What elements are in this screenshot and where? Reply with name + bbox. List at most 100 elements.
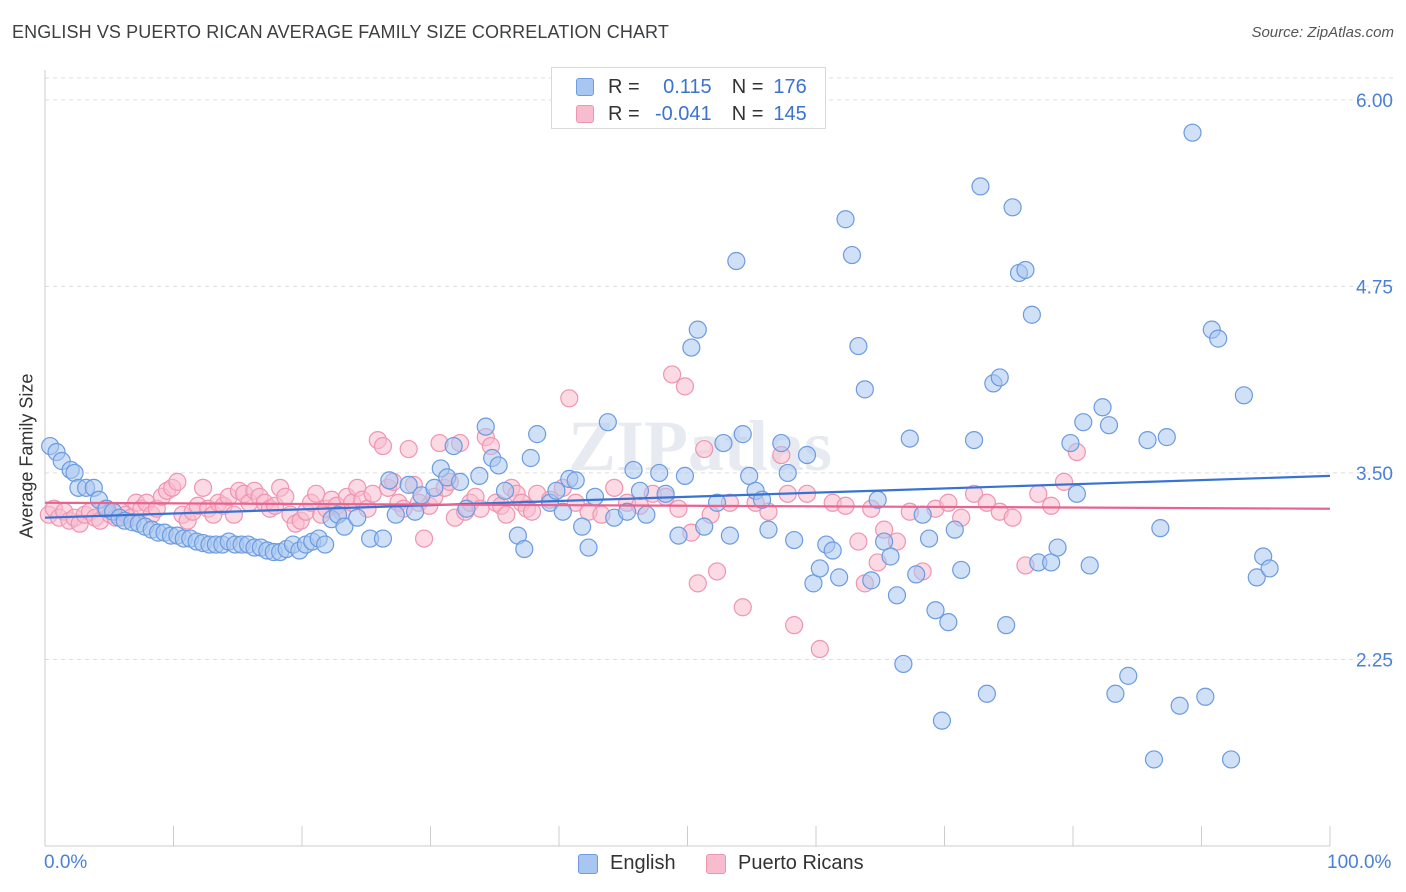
puerto-point	[785, 616, 804, 635]
puerto-point	[964, 484, 984, 503]
english-point	[637, 505, 656, 524]
r-label: R =	[608, 75, 640, 98]
english-point	[618, 502, 637, 521]
english-point	[1209, 329, 1228, 348]
english-point	[547, 481, 566, 500]
puerto-point	[1029, 484, 1048, 503]
puerto-point	[1054, 472, 1074, 491]
english-point	[405, 502, 425, 521]
puerto-trend-line	[44, 501, 1331, 510]
puerto-point	[307, 484, 326, 503]
n-label: N =	[731, 102, 764, 125]
puerto-point	[707, 562, 727, 581]
english-point	[1221, 750, 1241, 769]
english-point	[964, 430, 984, 450]
y-tick-label: 4.75	[1356, 277, 1393, 298]
puerto-swatch	[576, 105, 594, 123]
y-tick-label: 6.00	[1356, 91, 1393, 112]
english-point	[489, 456, 508, 475]
puerto-point	[193, 478, 213, 497]
english-point	[1106, 684, 1125, 703]
legend-english: English	[578, 852, 676, 875]
puerto-point	[497, 505, 516, 524]
english-point	[887, 586, 907, 605]
english-trend-line	[44, 474, 1331, 519]
puerto-point	[605, 478, 624, 497]
english-point	[772, 433, 791, 453]
puerto-point	[414, 529, 434, 548]
english-point	[1234, 386, 1254, 405]
puerto-n-value: 145	[773, 102, 807, 125]
english-point	[997, 616, 1016, 635]
english-point	[1067, 484, 1086, 503]
puerto-r-value: -0.041	[654, 102, 712, 125]
english-point	[598, 413, 617, 432]
english-point	[579, 538, 598, 557]
english-point	[849, 336, 868, 356]
puerto-point	[810, 639, 829, 659]
english-point	[1080, 556, 1099, 575]
english-point	[932, 711, 952, 730]
english-point	[977, 684, 997, 703]
english-point	[939, 613, 958, 632]
english-point	[1144, 750, 1164, 769]
source-label: Source: ZipAtlas.com	[1251, 24, 1394, 41]
puerto-point	[733, 598, 752, 617]
english-point	[881, 547, 900, 566]
english-point	[688, 320, 707, 339]
puerto-swatch	[706, 853, 726, 874]
english-point	[1074, 413, 1093, 432]
english-point	[1260, 559, 1279, 578]
english-point	[348, 508, 367, 527]
english-point	[797, 445, 817, 465]
x-tick-max: 100.0%	[1327, 852, 1392, 873]
english-point	[386, 505, 405, 524]
english-point	[785, 530, 804, 550]
english-point	[682, 338, 701, 357]
r-label: R =	[608, 102, 640, 125]
puerto-point	[1003, 508, 1022, 527]
english-point	[650, 463, 669, 483]
english-point	[894, 654, 913, 674]
english-point	[900, 429, 919, 448]
english-point	[907, 565, 926, 584]
y-axis-label: Average Family Size	[16, 373, 37, 539]
english-point	[495, 481, 515, 500]
english-point	[521, 448, 540, 468]
english-point	[1093, 398, 1112, 417]
puerto-legend-label: Puerto Ricans	[738, 852, 864, 874]
english-point	[656, 484, 675, 503]
english-point	[573, 517, 592, 536]
puerto-point	[522, 502, 542, 521]
english-point	[1016, 260, 1035, 280]
legend-puerto: Puerto Ricans	[706, 852, 864, 875]
english-point	[919, 529, 939, 548]
puerto-point	[849, 532, 868, 551]
english-point	[1138, 430, 1157, 450]
english-point	[714, 433, 733, 453]
english-point	[952, 560, 971, 580]
english-point	[810, 559, 829, 578]
english-point	[1061, 433, 1080, 453]
english-point	[373, 529, 393, 548]
english-swatch	[576, 78, 594, 96]
english-point	[65, 463, 84, 483]
english-point	[830, 568, 849, 587]
n-label: N =	[731, 75, 764, 98]
puerto-point	[566, 493, 585, 512]
english-point	[630, 481, 650, 500]
puerto-point	[399, 439, 418, 459]
chart-title: ENGLISH VS PUERTO RICAN AVERAGE FAMILY S…	[12, 22, 669, 42]
puerto-point	[560, 389, 579, 408]
english-point	[1099, 416, 1119, 435]
puerto-point	[939, 493, 958, 512]
english-point	[727, 251, 746, 271]
y-tick-label: 2.25	[1356, 650, 1393, 671]
puerto-point	[168, 472, 187, 491]
puerto-point	[224, 505, 243, 524]
english-point	[450, 472, 470, 491]
english-point	[707, 493, 727, 512]
legend-row-english: R = 0.115 N = 176	[576, 74, 807, 100]
english-point	[1022, 305, 1041, 324]
